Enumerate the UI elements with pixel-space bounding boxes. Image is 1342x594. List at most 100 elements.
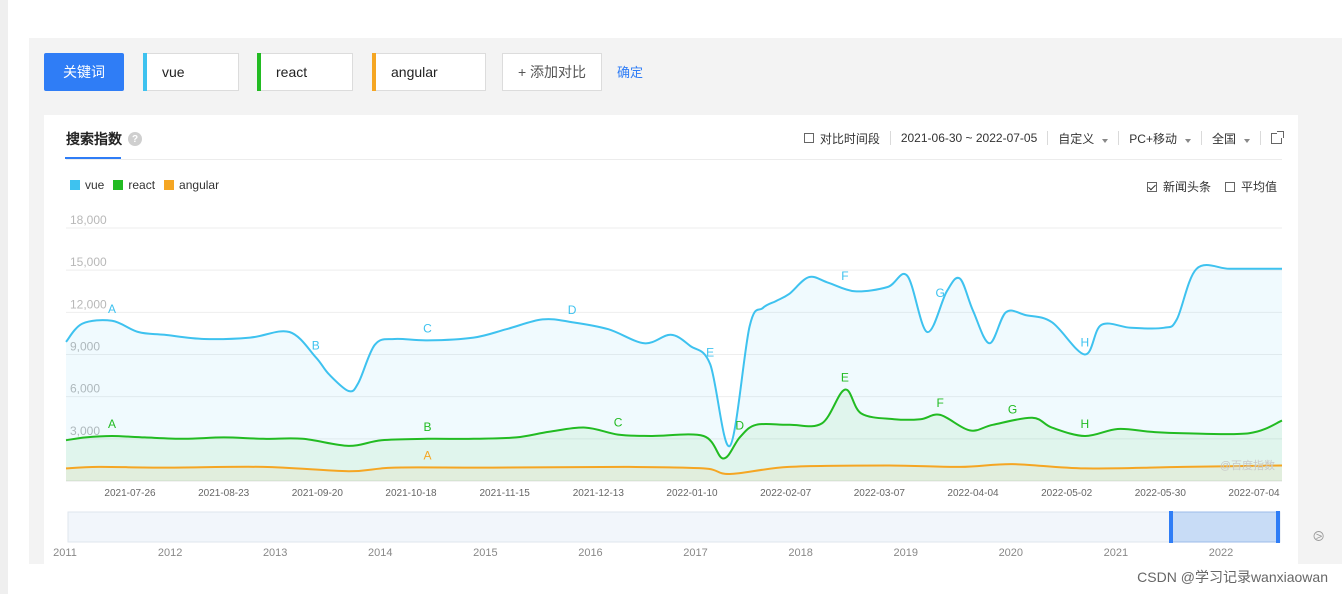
annotation-marker: H bbox=[1080, 336, 1089, 350]
x-tick-label: 2022-02-07 bbox=[760, 488, 812, 499]
annotation-marker: G bbox=[936, 286, 945, 300]
share-icon[interactable]: ⧁ bbox=[1313, 528, 1325, 544]
keyword-input-react[interactable]: react bbox=[257, 53, 353, 91]
legend-label: angular bbox=[179, 178, 220, 192]
y-tick-label: 3,000 bbox=[70, 424, 100, 438]
annotation-marker: A bbox=[424, 449, 432, 463]
x-tick-label: 2021-07-26 bbox=[104, 488, 156, 499]
keyword-input-vue[interactable]: vue bbox=[143, 53, 239, 91]
toolbar-separator bbox=[889, 131, 891, 145]
x-tick-label: 2021-10-18 bbox=[385, 488, 437, 499]
annotation-marker: A bbox=[108, 417, 116, 431]
range-year-label: 2015 bbox=[473, 547, 497, 559]
x-tick-label: 2022-04-04 bbox=[947, 488, 999, 499]
range-year-label: 2014 bbox=[368, 547, 392, 559]
chevron-down-icon bbox=[1184, 138, 1191, 143]
range-year-label: 2011 bbox=[53, 547, 77, 559]
watermark: @百度指数 bbox=[1220, 458, 1275, 472]
range-year-label: 2018 bbox=[788, 547, 812, 559]
keyword-input-angular[interactable]: angular bbox=[372, 53, 486, 91]
toolbar-separator bbox=[1118, 131, 1120, 145]
legend-label: vue bbox=[85, 178, 105, 192]
chevron-down-icon bbox=[1244, 138, 1250, 143]
y-tick-label: 6,000 bbox=[70, 382, 100, 396]
legend-item-react[interactable]: react bbox=[113, 178, 155, 192]
y-tick-label: 15,000 bbox=[70, 255, 107, 269]
toolbar-separator bbox=[1260, 131, 1261, 145]
compare-period-checkbox[interactable] bbox=[803, 133, 814, 143]
legend-item-vue[interactable]: vue bbox=[70, 178, 104, 192]
average-option[interactable]: 平均值 bbox=[1224, 178, 1277, 195]
external-link-icon[interactable] bbox=[1271, 130, 1284, 144]
left-edge bbox=[0, 0, 8, 594]
news-label: 新闻头条 bbox=[1162, 180, 1211, 194]
device-label: PC+移动 bbox=[1129, 131, 1177, 146]
search-index-panel bbox=[44, 115, 1298, 564]
range-year-label: 2016 bbox=[578, 547, 602, 559]
news-option[interactable]: 新闻头条 bbox=[1146, 178, 1211, 195]
annotation-marker: A bbox=[108, 302, 116, 316]
annotation-marker: C bbox=[614, 416, 623, 430]
confirm-link[interactable]: 确定 bbox=[617, 65, 644, 80]
series-line-react bbox=[65, 388, 1283, 460]
help-icon[interactable]: ? bbox=[128, 132, 142, 146]
panel-toolbar: 对比时间段 2021-06-30 ~ 2022-07-05 自定义 PC+移动 … bbox=[803, 130, 1284, 147]
x-tick-label: 2022-07-04 bbox=[1228, 488, 1280, 499]
keyword-text: vue bbox=[162, 64, 185, 80]
compare-period-label: 对比时间段 bbox=[819, 131, 880, 146]
toolbar-separator bbox=[1047, 131, 1049, 145]
panel-title-text: 搜索指数 bbox=[66, 131, 122, 147]
range-selector-track bbox=[67, 511, 1281, 543]
date-range[interactable]: 2021-06-30 ~ 2022-07-05 bbox=[900, 131, 1038, 145]
x-tick-label: 2021-11-15 bbox=[479, 488, 530, 499]
average-checkbox[interactable] bbox=[1224, 181, 1235, 192]
series-line-vue bbox=[65, 264, 1282, 447]
news-checkbox[interactable] bbox=[1146, 181, 1157, 192]
annotation-marker: G bbox=[1008, 402, 1017, 416]
x-tick-label: 2022-01-10 bbox=[666, 488, 718, 499]
annotation-marker: E bbox=[841, 371, 849, 385]
annotation-marker: F bbox=[937, 396, 944, 410]
header-divider bbox=[66, 159, 1282, 160]
annotation-marker: D bbox=[568, 303, 577, 317]
range-handle-right bbox=[1276, 511, 1280, 543]
x-tick-label: 2021-12-13 bbox=[573, 488, 625, 499]
add-compare-button[interactable]: + 添加对比 bbox=[502, 53, 602, 91]
y-tick-label: 9,000 bbox=[70, 340, 100, 354]
custom-dropdown[interactable]: 自定义 bbox=[1058, 130, 1109, 147]
range-year-label: 2020 bbox=[999, 547, 1023, 559]
range-selection-window bbox=[1170, 511, 1279, 543]
annotation-marker: E bbox=[706, 345, 714, 359]
custom-label: 自定义 bbox=[1058, 131, 1095, 146]
annotation-marker: B bbox=[312, 338, 320, 352]
annotation-marker: B bbox=[424, 420, 432, 434]
range-year-label: 2013 bbox=[263, 547, 287, 559]
legend-swatch bbox=[70, 180, 80, 190]
region-dropdown[interactable]: 全国 bbox=[1212, 130, 1250, 147]
range-year-label: 2021 bbox=[1104, 547, 1128, 559]
keyword-button[interactable]: 关键词 bbox=[44, 53, 124, 91]
legend-item-angular[interactable]: angular bbox=[164, 178, 219, 192]
annotation-marker: C bbox=[423, 321, 432, 335]
y-tick-label: 12,000 bbox=[70, 297, 107, 311]
annotation-marker: F bbox=[841, 269, 848, 283]
footer-credit: CSDN @学习记录wanxiaowan bbox=[1137, 569, 1328, 585]
average-label: 平均值 bbox=[1240, 180, 1277, 194]
y-tick-label: 18,000 bbox=[70, 213, 107, 227]
legend-label: react bbox=[128, 178, 156, 192]
range-year-label: 2012 bbox=[158, 547, 182, 559]
annotation-marker: D bbox=[735, 418, 744, 432]
keyword-color-bar bbox=[372, 53, 376, 91]
x-tick-label: 2022-05-30 bbox=[1135, 488, 1187, 499]
series-line-angular bbox=[65, 463, 1283, 476]
legend-swatch bbox=[113, 180, 124, 190]
device-dropdown[interactable]: PC+移动 bbox=[1129, 130, 1191, 147]
toolbar-separator bbox=[1200, 131, 1202, 145]
chevron-down-icon bbox=[1102, 138, 1109, 143]
panel-title: 搜索指数 ? bbox=[66, 129, 142, 149]
x-tick-label: 2021-09-20 bbox=[292, 488, 344, 499]
region-label: 全国 bbox=[1211, 131, 1236, 146]
keyword-text: react bbox=[276, 64, 308, 80]
range-year-label: 2017 bbox=[683, 547, 707, 559]
